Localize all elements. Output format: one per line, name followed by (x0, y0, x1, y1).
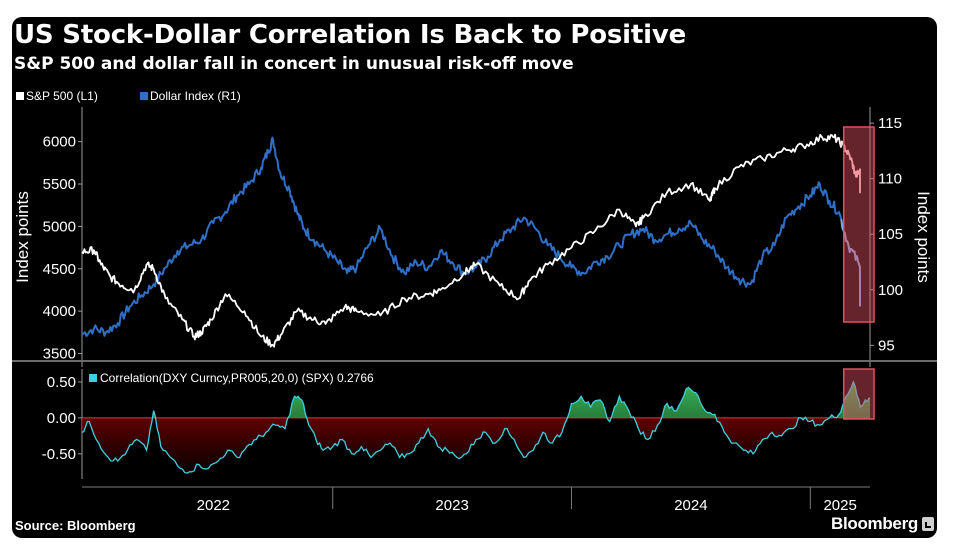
legend-label-dxy: Dollar Index (R1) (150, 89, 241, 103)
left-tick-label: 4500 (43, 261, 76, 278)
left-tick-label: 6000 (43, 134, 76, 151)
right-tick-label: 95 (878, 337, 895, 354)
right-tick-label: 110 (878, 171, 902, 188)
x-tick-label: 2022 (197, 497, 230, 514)
correlation-negative-fill (82, 417, 870, 474)
left-tick-label: 4000 (43, 303, 76, 320)
chart-title: US Stock-Dollar Correlation Is Back to P… (14, 20, 687, 50)
right-tick-label: 100 (878, 282, 903, 299)
legend-swatch-spx (16, 92, 24, 100)
legend-swatch-dxy (140, 92, 148, 100)
chart-svg: S&P 500 (L1) Dollar Index (R1) 3500 4000 450… (12, 89, 937, 514)
series-line-spx (81, 133, 845, 348)
series-line-dxy (81, 136, 845, 337)
x-tick-label: 2023 (435, 497, 468, 514)
bottom-tick-label: -0.50 (42, 446, 76, 463)
left-tick-label: 3500 (43, 346, 76, 363)
highlight-region-top (842, 126, 875, 323)
right-axis-title: Index points (914, 191, 933, 283)
series-line-spx-recent (840, 140, 861, 194)
highlight-region-bottom (842, 368, 875, 420)
left-tick-label: 5500 (43, 176, 76, 193)
top-panel: S&P 500 (L1) Dollar Index (R1) 3500 4000 450… (12, 89, 937, 367)
chart-panel: US Stock-Dollar Correlation Is Back to P… (12, 17, 937, 538)
bottom-tick-label: 0.50 (47, 374, 76, 391)
series-line-correlation (81, 380, 871, 474)
series-line-dxy-recent (840, 219, 861, 307)
top-legend: S&P 500 (L1) Dollar Index (R1) (16, 89, 241, 103)
chart-icon (922, 517, 934, 531)
bottom-tick-label: 0.00 (47, 410, 76, 427)
brand-name: Bloomberg (830, 514, 918, 533)
legend-label-spx: S&P 500 (L1) (26, 89, 98, 103)
bottom-panel: -0.50 0.00 0.50 Correlation(DXY Curncy,PR00… (42, 368, 875, 479)
right-tick-label: 115 (878, 115, 902, 132)
correlation-positive-fill (152, 381, 870, 418)
chart-subtitle: S&P 500 and dollar fall in concert in un… (14, 54, 574, 74)
x-tick-label: 2025 (823, 497, 856, 514)
source-note: Source: Bloomberg (15, 518, 136, 533)
right-tick-label: 105 (878, 226, 903, 243)
x-axis: 2022 2023 2024 2025 (82, 486, 870, 514)
x-tick-label: 2024 (674, 497, 707, 514)
left-axis-title: Index points (13, 191, 32, 283)
legend-swatch-correlation (89, 374, 97, 382)
left-tick-label: 5000 (43, 218, 76, 235)
legend-label-correlation: Correlation(DXY Curncy,PR005,20,0) (SPX)… (100, 371, 374, 385)
brand-logo: Bloomberg (831, 514, 934, 534)
